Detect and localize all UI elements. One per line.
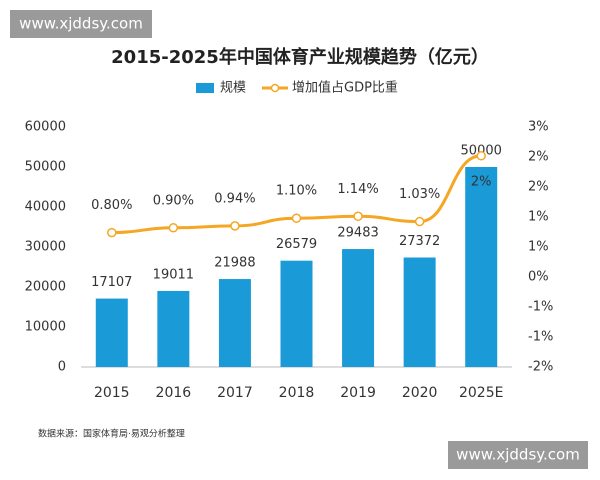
bar (465, 167, 498, 367)
x-tick-label: 2025E (459, 385, 503, 401)
x-tick-label: 2018 (279, 385, 315, 401)
x-tick-label: 2017 (217, 385, 253, 401)
bar-value-label: 21988 (214, 256, 255, 271)
legend-label: 规模 (220, 81, 246, 96)
bar (403, 257, 436, 367)
y-tick-label: 0 (58, 360, 66, 375)
y-tick-label: 30000 (25, 240, 66, 255)
line-marker (414, 216, 425, 227)
x-tick-label: 2016 (156, 385, 192, 401)
line-marker (107, 227, 117, 238)
y-tick-label: 50000 (25, 160, 66, 175)
bar-value-label: 19011 (153, 267, 194, 282)
y-tick-label: 60000 (25, 120, 66, 135)
bar-value-label: 17107 (91, 275, 132, 290)
source-note: 数据来源：国家体育局·易观分析整理 (38, 428, 185, 440)
y2-tick-label: -1% (528, 330, 553, 345)
y2-tick-label: -1% (528, 300, 553, 315)
y2-tick-label: 1% (528, 240, 549, 255)
y-tick-label: 20000 (25, 280, 66, 295)
y-tick-label: 40000 (25, 200, 66, 215)
bar-value-label: 26579 (276, 237, 317, 252)
bar (342, 249, 375, 367)
bar (95, 298, 128, 367)
bar-value-label: 27372 (399, 234, 440, 249)
bar-value-label: 50000 (461, 144, 502, 159)
line-marker (230, 221, 240, 231)
bar (218, 279, 251, 367)
line-marker (353, 211, 363, 222)
watermark: www.xjddsy.com (456, 446, 580, 464)
line-marker (291, 213, 302, 223)
line-value-label: 0.94% (214, 191, 255, 206)
watermark: www.xjddsy.com (19, 15, 143, 33)
y2-tick-label: -2% (528, 360, 553, 375)
line-value-label: 2% (471, 174, 492, 189)
bar (280, 260, 313, 367)
legend-swatch (196, 83, 214, 93)
legend-label: 增加值占GDP比重 (292, 80, 398, 96)
line-value-label: 1.03% (399, 187, 440, 202)
y2-tick-label: 2% (528, 180, 549, 195)
y2-tick-label: 0% (528, 270, 549, 285)
x-tick-label: 2019 (340, 385, 376, 401)
x-tick-label: 2015 (94, 385, 130, 401)
bar-value-label: 29483 (337, 226, 378, 241)
line-value-label: 1.14% (337, 182, 378, 197)
y2-tick-label: 2% (528, 150, 549, 165)
bar (157, 290, 190, 367)
legend-marker (270, 83, 280, 93)
y2-tick-label: 1% (528, 210, 549, 225)
line-value-label: 0.80% (91, 198, 132, 213)
line-value-label: 0.90% (153, 193, 194, 208)
watermark-box (448, 441, 588, 469)
watermark-box (10, 10, 152, 38)
y2-tick-label: 3% (528, 120, 549, 135)
line-marker (168, 223, 179, 233)
y-tick-label: 10000 (25, 320, 66, 335)
line-value-label: 1.10% (276, 184, 317, 199)
chart-title: 2015-2025年中国体育产业规模趋势（亿元） (111, 46, 489, 68)
x-tick-label: 2020 (402, 385, 438, 401)
line-marker (476, 151, 486, 161)
